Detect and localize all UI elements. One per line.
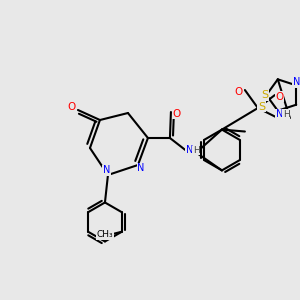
Text: O: O: [68, 102, 76, 112]
Text: N: N: [276, 110, 283, 119]
Text: N: N: [292, 77, 300, 87]
Text: CH₃: CH₃: [97, 230, 113, 239]
Text: N: N: [137, 163, 145, 173]
Text: N: N: [103, 166, 110, 176]
Text: N: N: [186, 145, 193, 154]
Text: H: H: [283, 110, 290, 119]
Text: S: S: [258, 101, 265, 112]
Text: S: S: [261, 90, 268, 100]
Text: O: O: [275, 92, 284, 101]
Text: O: O: [235, 86, 243, 97]
Text: H: H: [193, 146, 200, 155]
Text: O: O: [173, 109, 181, 118]
